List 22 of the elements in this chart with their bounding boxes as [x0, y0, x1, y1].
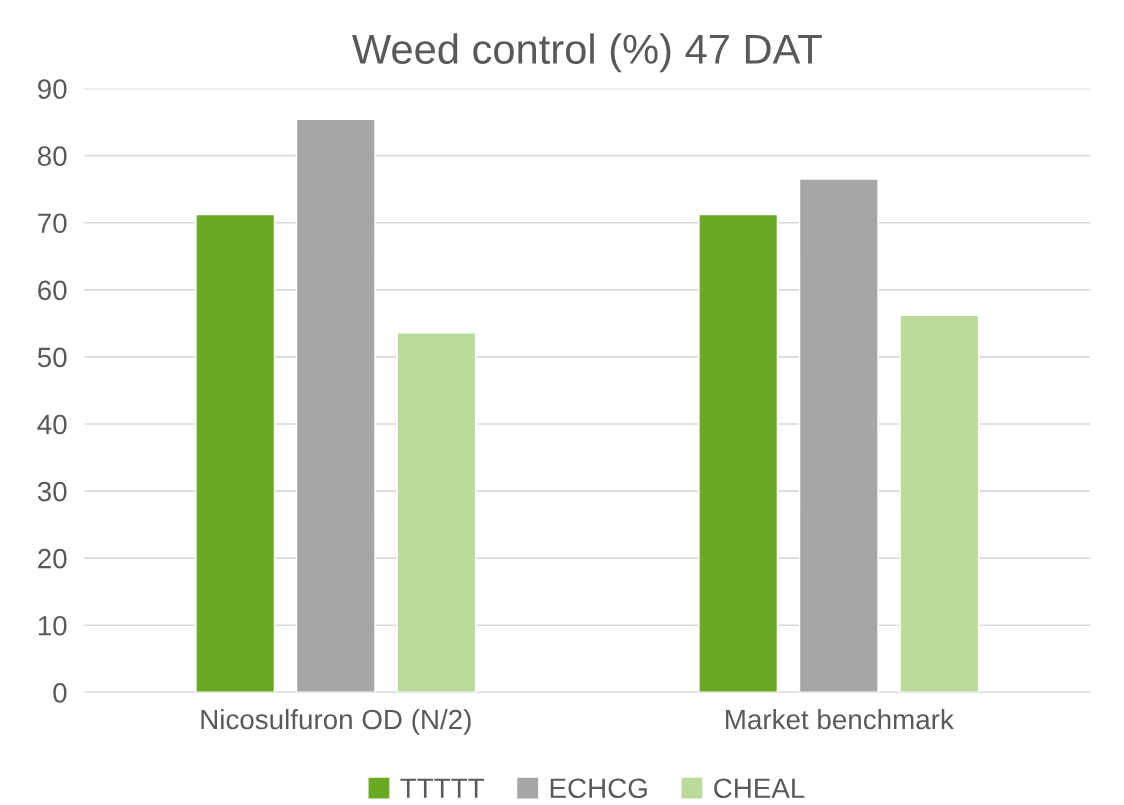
x-tick-label: Market benchmark	[726, 708, 954, 730]
x-tick-label: Nicosulfuron OD (N/2)	[201, 708, 471, 735]
legend-label: CHEAL	[714, 778, 805, 799]
y-tick-label: 30	[37, 481, 67, 502]
bar	[698, 213, 779, 693]
chart-title: Weed control (%) 47 DAT	[352, 33, 822, 73]
bar	[899, 314, 980, 693]
legend-label: TTTTT	[400, 778, 484, 798]
y-tick-label: 20	[38, 548, 67, 569]
bar	[195, 213, 276, 693]
legend-label: ECHCG	[550, 778, 647, 799]
bar	[396, 332, 477, 693]
y-tick-label: 90	[38, 79, 67, 99]
y-tick-label: 70	[38, 213, 67, 234]
y-tick-label: 40	[37, 414, 67, 435]
y-tick-label: 80	[37, 146, 67, 166]
y-tick-label: 50	[37, 347, 67, 368]
y-tick-label: 0	[53, 682, 67, 703]
y-tick-label: 60	[38, 280, 67, 301]
y-tick-label: 10	[38, 615, 67, 636]
bar	[295, 118, 376, 693]
bar	[798, 178, 879, 693]
